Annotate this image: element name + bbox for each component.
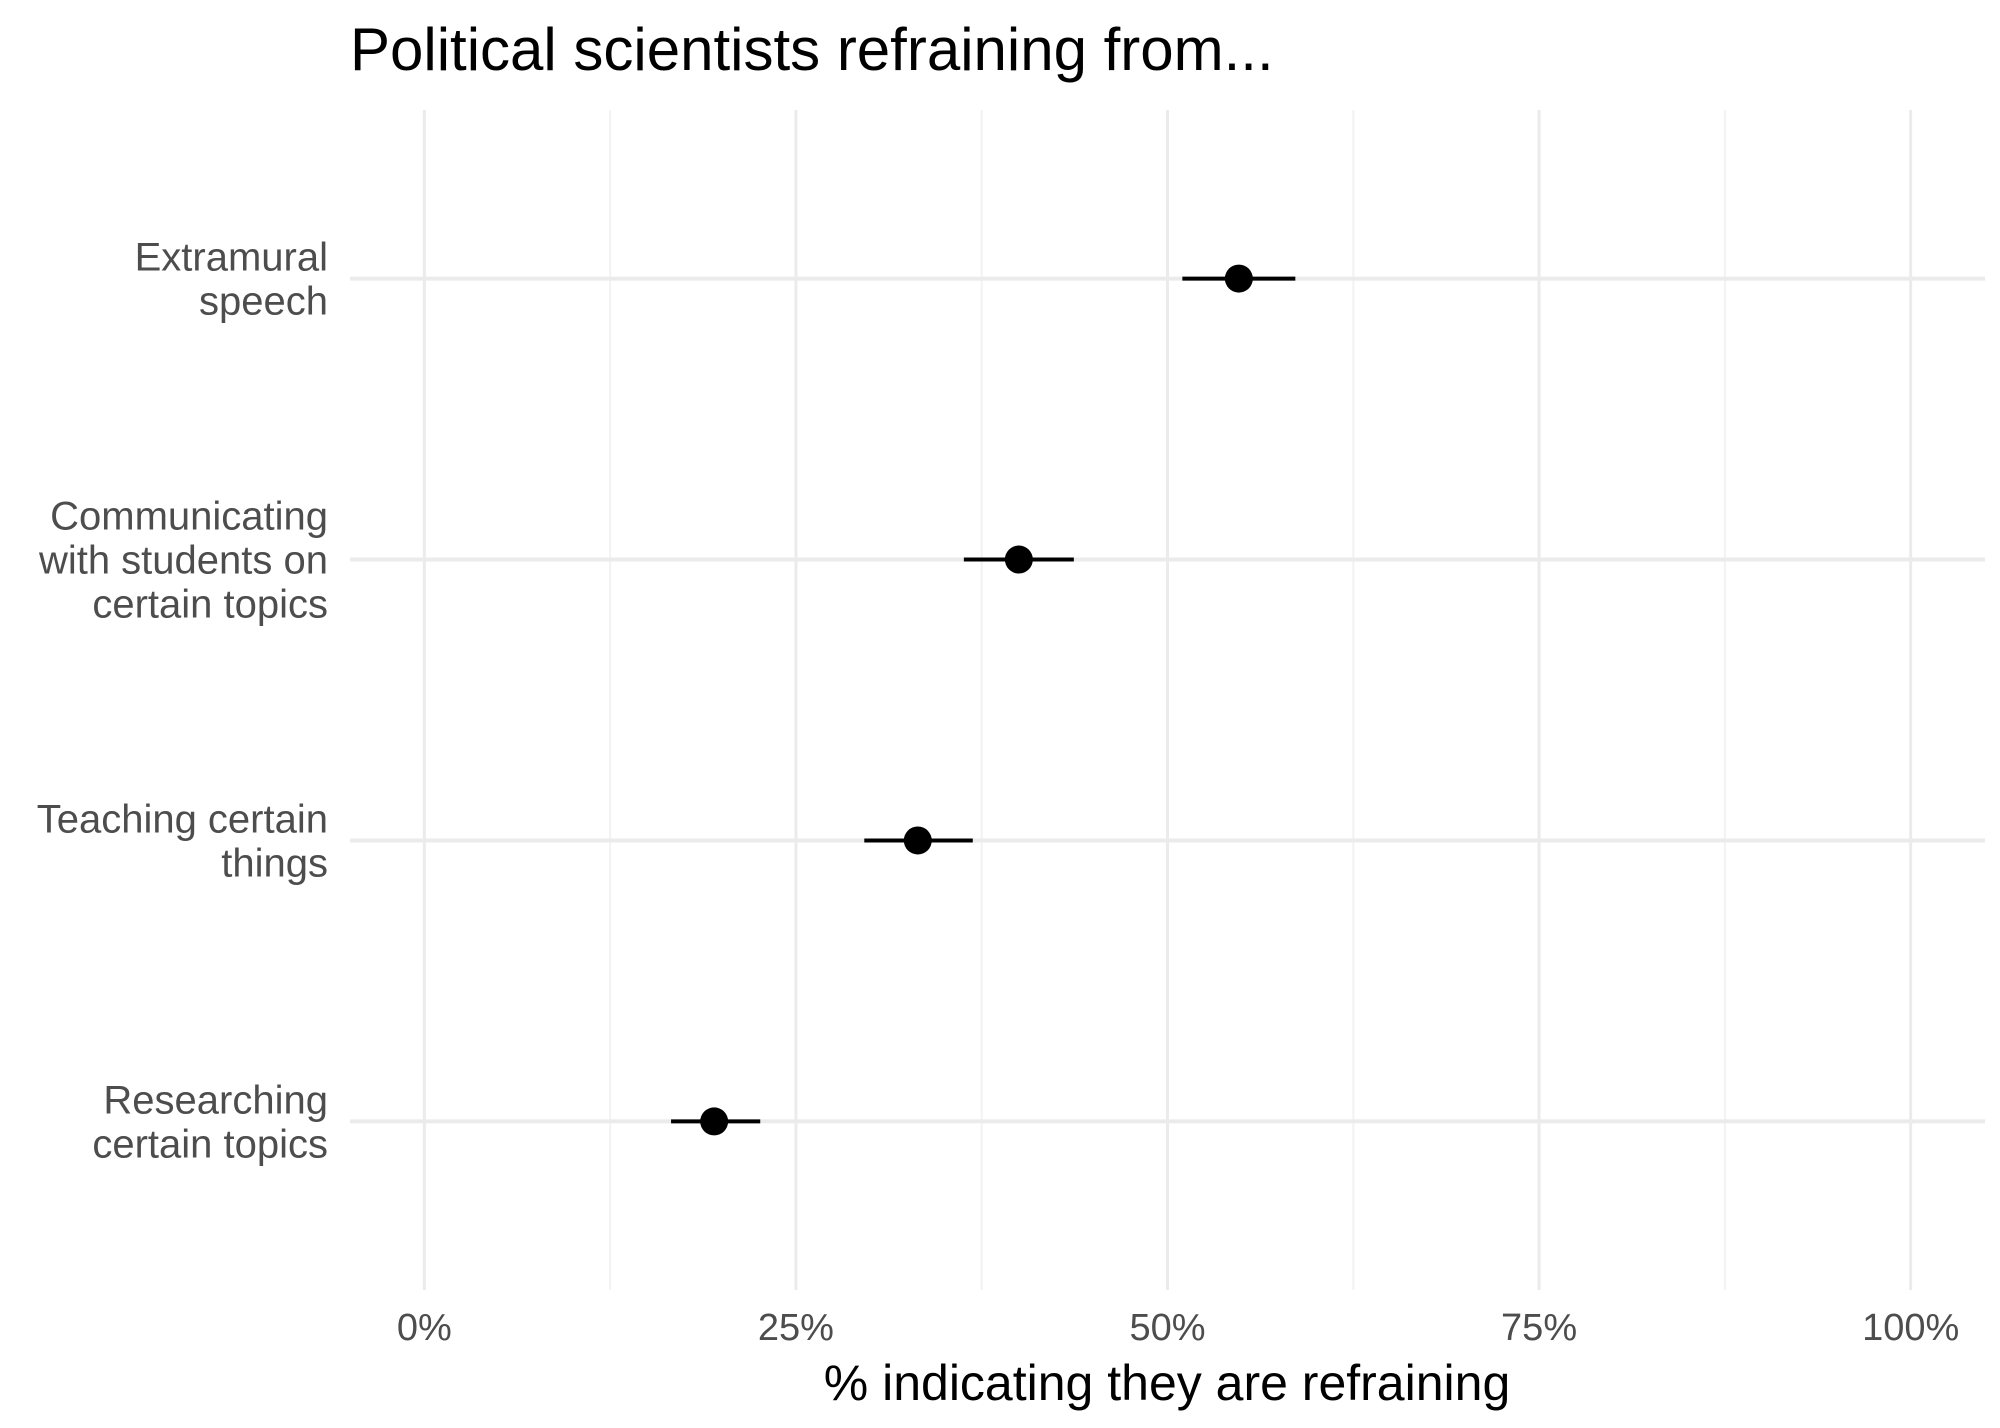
x-axis-title: % indicating they are refraining <box>824 1355 1511 1411</box>
data-point <box>700 1107 729 1136</box>
chart-title: Political scientists refraining from... <box>350 16 1274 83</box>
x-tick-label: 50% <box>1129 1307 1205 1349</box>
error-bars <box>671 276 1296 1124</box>
y-category-label: Extramural speech <box>135 236 328 324</box>
y-category-label: Researching certain topics <box>92 1078 328 1166</box>
data-points <box>700 264 1253 1136</box>
y-category-label: Teaching certain things <box>37 797 328 885</box>
data-point <box>903 826 932 855</box>
y-axis-labels: Extramural speech Communicating with studen… <box>37 236 328 1167</box>
y-category-label: Communicating with students on certain top… <box>38 495 328 627</box>
x-axis-tick-labels: 0% 25% 50% 75% 100% <box>397 1307 1959 1349</box>
x-tick-label: 100% <box>1862 1307 1959 1349</box>
major-gridlines <box>350 110 1985 1290</box>
data-point <box>1004 545 1033 574</box>
x-tick-label: 0% <box>397 1307 452 1349</box>
x-tick-label: 75% <box>1501 1307 1577 1349</box>
minor-gridlines <box>609 110 1726 1290</box>
x-tick-label: 25% <box>758 1307 834 1349</box>
data-point <box>1224 264 1253 293</box>
